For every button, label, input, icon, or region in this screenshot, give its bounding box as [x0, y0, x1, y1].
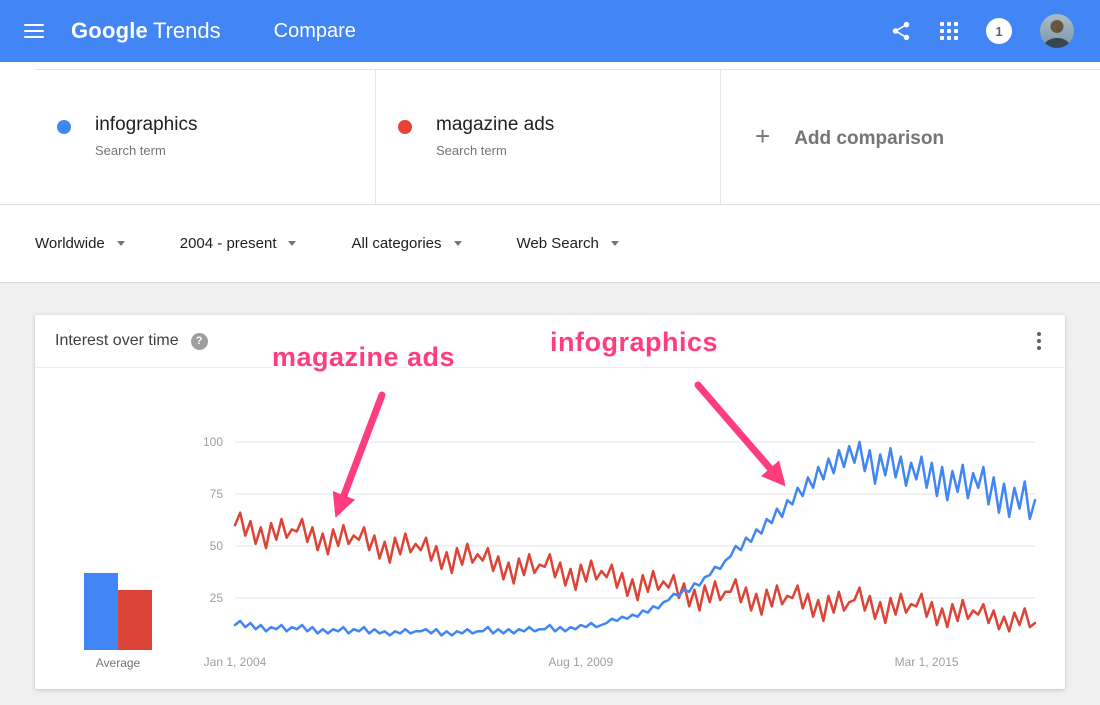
top-app-bar: Google Trends Compare 1 — [0, 0, 1100, 62]
average-bar — [84, 573, 118, 650]
help-icon[interactable]: ? — [190, 332, 208, 350]
term-color-dot — [398, 120, 412, 134]
google-trends-logo[interactable]: Google Trends — [71, 18, 221, 44]
average-bar — [118, 590, 152, 650]
chevron-down-icon — [610, 241, 619, 246]
logo-trends: Trends — [152, 18, 221, 43]
share-icon[interactable] — [890, 20, 912, 42]
term-type-label: Search term — [436, 143, 507, 158]
term-color-dot — [57, 120, 71, 134]
comparison-cards: infographics Search term magazine ads Se… — [0, 62, 1100, 205]
interest-over-time-card: Interest over time ? Average 100 75 50 25 Ja… — [35, 315, 1065, 689]
apps-grid-icon[interactable] — [940, 22, 958, 40]
menu-icon[interactable] — [24, 24, 44, 38]
trend-line-chart[interactable]: 100 75 50 25 Jan 1, 2004 Aug 1, 2009 Mar 1, 20… — [185, 368, 1065, 680]
filter-search-type-label: Web Search — [516, 235, 599, 252]
chart-title: Interest over time — [55, 332, 179, 349]
svg-text:Aug 1, 2009: Aug 1, 2009 — [548, 655, 613, 669]
svg-text:25: 25 — [210, 591, 224, 605]
svg-text:50: 50 — [210, 539, 224, 553]
chevron-down-icon — [453, 241, 462, 246]
term-label: magazine ads — [436, 114, 555, 135]
more-options-icon[interactable] — [1033, 328, 1045, 354]
svg-text:75: 75 — [210, 487, 224, 501]
main-content: Interest over time ? Average 100 75 50 25 Ja… — [0, 283, 1100, 705]
filter-bar: Worldwide 2004 - present All categories … — [0, 205, 1100, 283]
topbar-actions: 1 — [890, 14, 1074, 48]
term-label: infographics — [95, 114, 198, 135]
svg-text:Jan 1, 2004: Jan 1, 2004 — [204, 655, 267, 669]
filter-category-label: All categories — [351, 235, 442, 252]
chart-body: Average 100 75 50 25 Jan 1, 2004 Aug 1, 2009 M… — [35, 368, 1065, 688]
filter-region-dropdown[interactable]: Worldwide — [35, 235, 125, 252]
notification-badge[interactable]: 1 — [986, 18, 1012, 44]
add-comparison-button[interactable]: + Add comparison — [721, 69, 1100, 204]
chevron-down-icon — [116, 241, 125, 246]
filter-time-label: 2004 - present — [179, 235, 277, 252]
chart-card-header: Interest over time ? — [35, 315, 1065, 368]
add-comparison-label: Add comparison — [794, 128, 945, 149]
logo-google: Google — [71, 18, 148, 43]
filter-search-type-dropdown[interactable]: Web Search — [517, 235, 619, 252]
average-label: Average — [95, 656, 141, 670]
term-card-magazine-ads[interactable]: magazine ads Search term — [376, 69, 721, 204]
page-title: Compare — [273, 19, 356, 42]
svg-text:100: 100 — [203, 435, 223, 449]
filter-region-label: Worldwide — [35, 235, 105, 252]
filter-time-dropdown[interactable]: 2004 - present — [180, 235, 297, 252]
svg-text:Mar 1, 2015: Mar 1, 2015 — [895, 655, 959, 669]
avatar[interactable] — [1040, 14, 1074, 48]
term-type-label: Search term — [95, 143, 166, 158]
filter-category-dropdown[interactable]: All categories — [351, 235, 462, 252]
term-card-infographics[interactable]: infographics Search term — [35, 69, 376, 204]
average-mini-chart: Average — [83, 573, 153, 670]
plus-icon: + — [755, 121, 771, 151]
chevron-down-icon — [288, 241, 297, 246]
